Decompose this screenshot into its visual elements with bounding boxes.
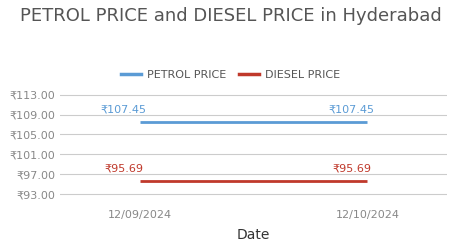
DIESEL PRICE bbox=[137, 179, 142, 182]
Text: ₹95.69: ₹95.69 bbox=[104, 163, 143, 173]
PETROL PRICE bbox=[137, 121, 142, 124]
DIESEL PRICE bbox=[365, 179, 370, 182]
Text: ₹95.69: ₹95.69 bbox=[332, 163, 371, 173]
Text: PETROL PRICE and DIESEL PRICE in Hyderabad: PETROL PRICE and DIESEL PRICE in Hyderab… bbox=[20, 7, 441, 25]
PETROL PRICE bbox=[365, 121, 370, 124]
Text: ₹107.45: ₹107.45 bbox=[100, 105, 147, 115]
X-axis label: Date: Date bbox=[237, 228, 270, 242]
Text: ₹107.45: ₹107.45 bbox=[329, 105, 374, 115]
Legend: PETROL PRICE, DIESEL PRICE: PETROL PRICE, DIESEL PRICE bbox=[117, 65, 344, 84]
